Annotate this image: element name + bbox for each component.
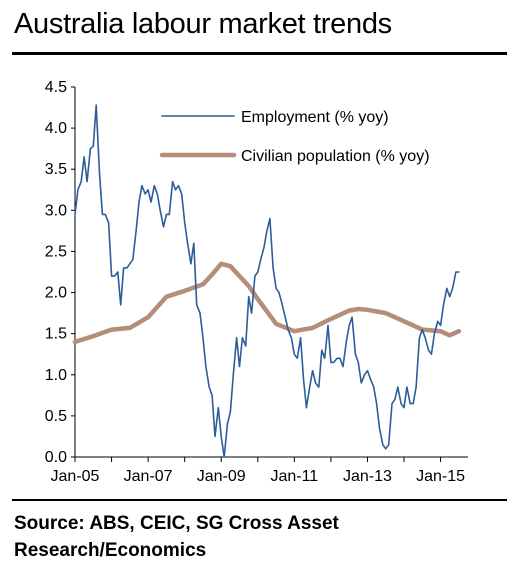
y-tick-label: 4.5 — [45, 79, 67, 96]
civilian-population-series-line — [72, 261, 462, 345]
y-tick-label: 1.0 — [45, 367, 67, 384]
y-tick-label: 3.5 — [45, 161, 67, 178]
y-tick-label: 2.0 — [45, 285, 67, 302]
line-chart: 0.00.51.01.52.02.53.03.54.04.5 Jan-05 Jan… — [45, 79, 468, 485]
legend-civilian-population-label: Civilian population (% yoy) — [241, 148, 430, 165]
x-tick-label: Jan-07 — [124, 468, 173, 485]
series-lines — [72, 104, 462, 458]
legend: Employment (% yoy) Civilian population (%… — [159, 109, 430, 165]
chart-axes — [71, 86, 468, 462]
y-tick-labels: 0.0 0.5 1.0 1.5 2.0 2.5 3.0 3.5 4.0 4.5 — [45, 79, 67, 466]
source-note: Source: ABS, CEIC, SG Cross Asset Resear… — [14, 513, 339, 561]
y-tick-label: 2.5 — [45, 243, 67, 260]
x-tick-labels: Jan-05 Jan-07 Jan-09 Jan-11 Jan-13 Jan-15 — [51, 468, 466, 485]
title-rule — [12, 52, 507, 55]
source-rule — [12, 499, 507, 501]
x-tick-label: Jan-09 — [197, 468, 246, 485]
legend-employment-label: Employment (% yoy) — [241, 109, 389, 126]
y-tick-label: 3.0 — [45, 202, 67, 219]
chart-title: Australia labour market trends — [14, 8, 392, 40]
x-tick-label: Jan-15 — [416, 468, 465, 485]
y-tick-label: 4.0 — [45, 120, 67, 137]
x-tick-label: Jan-11 — [270, 468, 318, 485]
y-tick-label: 1.5 — [45, 326, 67, 343]
y-tick-label: 0.0 — [45, 449, 67, 466]
x-tick-label: Jan-13 — [343, 468, 392, 485]
y-tick-label: 0.5 — [45, 408, 67, 425]
x-tick-label: Jan-05 — [51, 468, 100, 485]
employment-series-line — [74, 104, 460, 458]
